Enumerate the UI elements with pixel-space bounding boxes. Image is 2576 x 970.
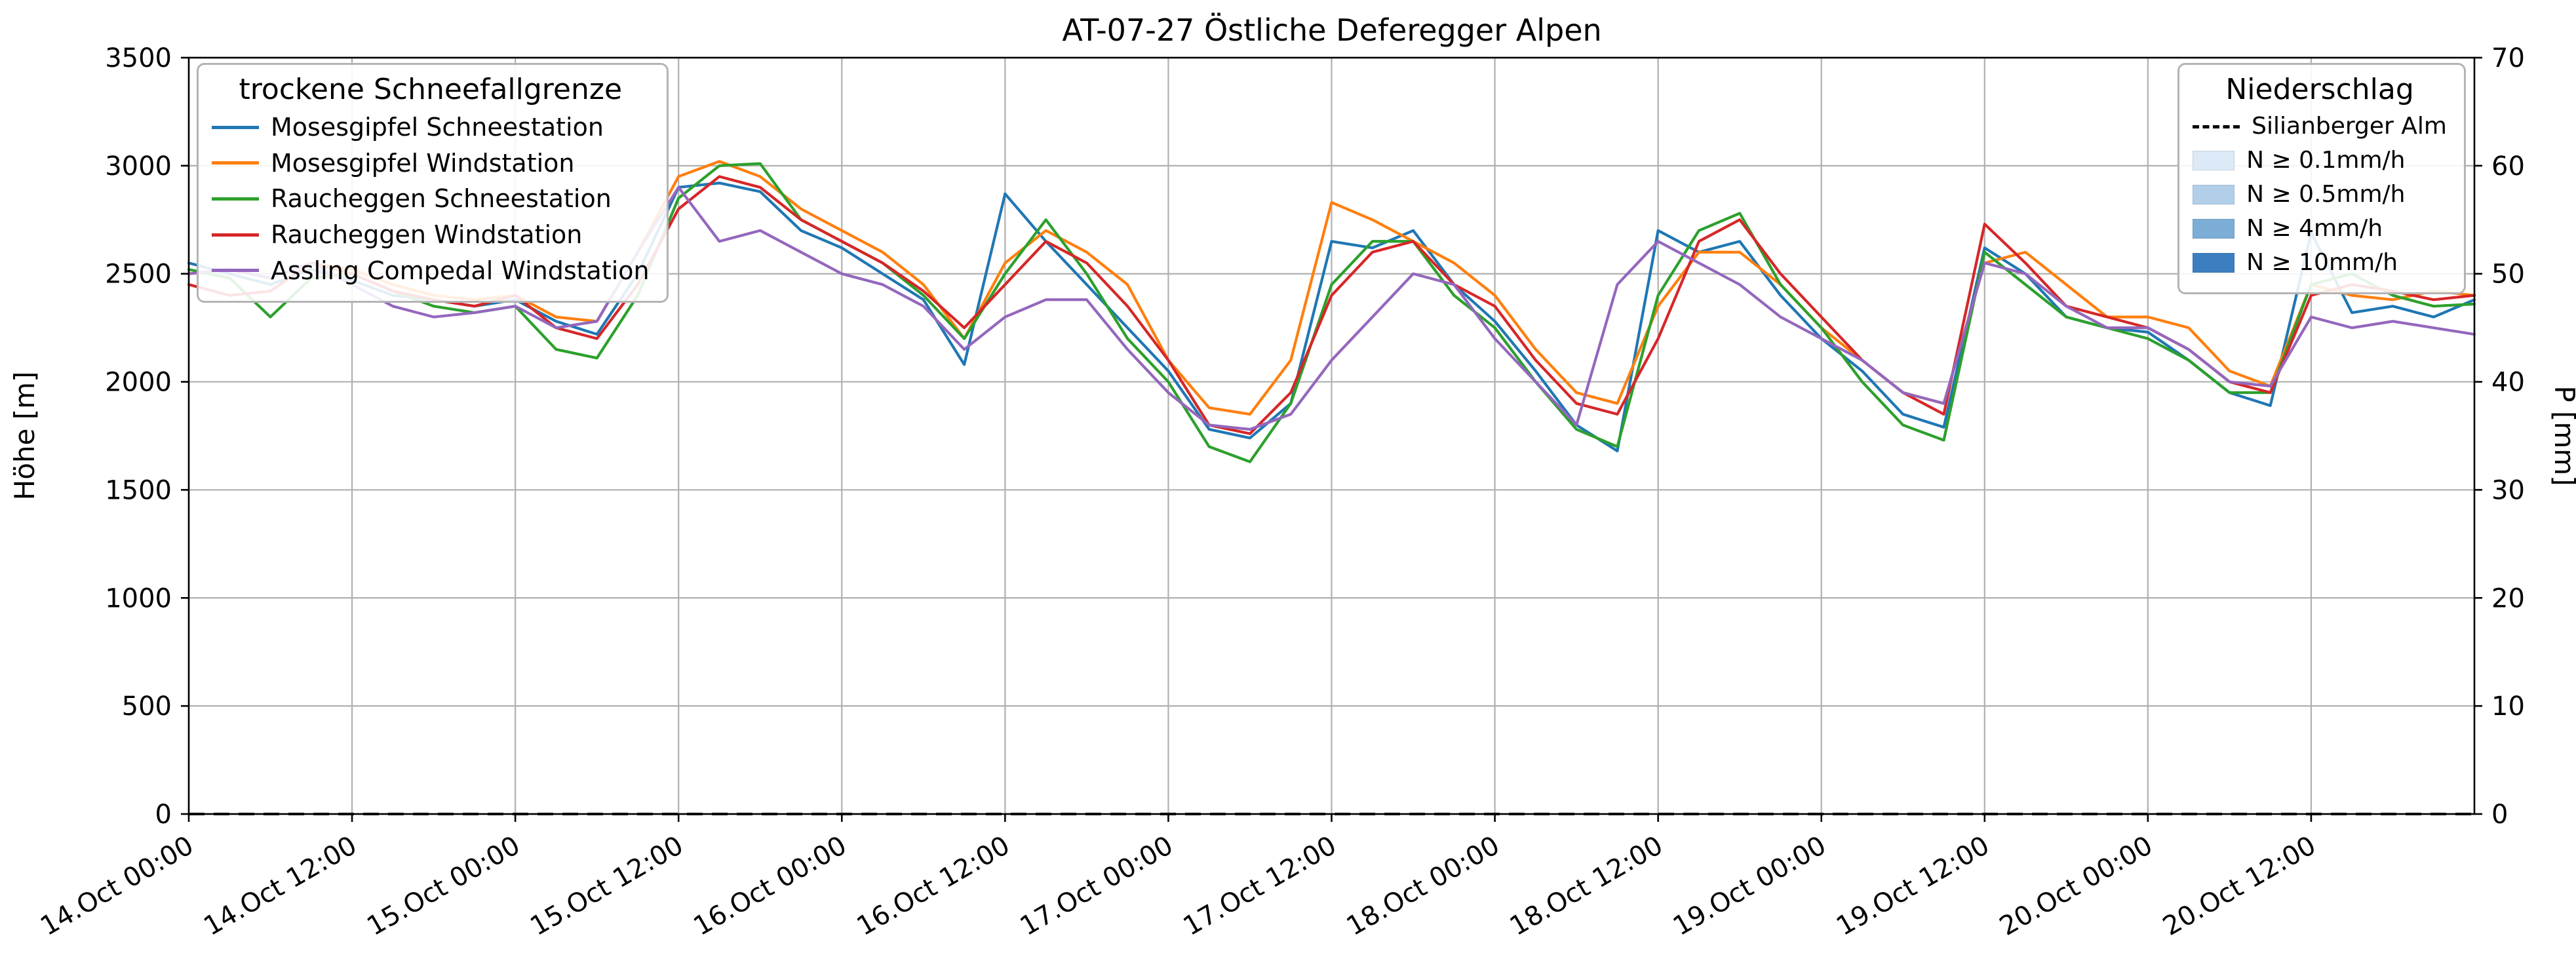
y-axis-label-right: P [mm] [2548, 385, 2576, 486]
chart-title: AT-07-27 Östliche Deferegger Alpen [1062, 12, 1601, 48]
legend-item-n-10mm-h: N ≥ 10mm/h [2193, 248, 2447, 278]
y-tick-label-right: 60 [2491, 151, 2525, 182]
legend-snowfall-limit-title: trockene Schneefallgrenze [239, 73, 623, 106]
y-tick-label-right: 30 [2491, 475, 2525, 505]
patch-swatch-icon [2193, 219, 2235, 239]
legend-item-raucheggen-schneestation: Raucheggen Schneestation [212, 183, 650, 215]
legend-item-n-4mm-h: N ≥ 4mm/h [2193, 214, 2447, 244]
legend-item-label: N ≥ 0.5mm/h [2246, 181, 2406, 208]
legend-item-label: Mosesgipfel Schneestation [271, 113, 604, 142]
legend-item-label: N ≥ 4mm/h [2246, 215, 2383, 242]
series-line-raucheggen-schneestation [187, 162, 2476, 463]
y-tick-label-right: 40 [2491, 368, 2525, 398]
series-line-mosesgipfel-windstation [187, 160, 2476, 416]
legend-item-mosesgipfel-windstation: Mosesgipfel Windstation [212, 147, 650, 180]
x-tick-label: 20.Oct 00:00 [1995, 830, 2158, 942]
legend-item-label: Raucheggen Schneestation [271, 184, 612, 214]
y-tick-label-right: 0 [2491, 800, 2508, 830]
line-swatch-icon [212, 233, 259, 237]
x-tick-label: 20.Oct 12:00 [2158, 830, 2321, 942]
y-tick-label-left: 1500 [105, 475, 172, 505]
legend-item-label: Raucheggen Windstation [271, 220, 583, 249]
y-tick-label-right: 20 [2491, 583, 2525, 613]
legend-item-label: N ≥ 0.1mm/h [2246, 147, 2406, 174]
legend-snowfall-limit: trockene Schneefallgrenze Mosesgipfel Sc… [197, 63, 669, 303]
y-tick-label-left: 1000 [105, 583, 172, 613]
x-tick-label: 14.Oct 12:00 [199, 830, 362, 942]
legend-item-raucheggen-windstation: Raucheggen Windstation [212, 219, 650, 251]
legend-item-assling-compedal-windstation: Assling Compedal Windstation [212, 255, 650, 287]
x-tick-label: 17.Oct 00:00 [1015, 830, 1179, 942]
patch-swatch-icon [2193, 151, 2235, 171]
y-tick-label-left: 500 [122, 691, 172, 722]
y-axis-label-left: Höhe [m] [9, 372, 41, 501]
y-tick-label-left: 0 [155, 800, 172, 830]
dashed-line-swatch-icon [2193, 125, 2240, 128]
line-swatch-icon [212, 269, 259, 273]
legend-item-silianberger-alm: Silianberger Alm [2193, 111, 2447, 142]
y-tick-label-right: 10 [2491, 691, 2525, 722]
x-tick-label: 18.Oct 12:00 [1505, 830, 1668, 942]
legend-item-label: N ≥ 10mm/h [2246, 249, 2398, 277]
x-tick-label: 19.Oct 00:00 [1668, 830, 1831, 942]
x-tick-label: 16.Oct 00:00 [688, 830, 851, 942]
patch-swatch-icon [2193, 185, 2235, 205]
legend-precipitation-items: Silianberger Alm N ≥ 0.1mm/h N ≥ 0.5mm/h N … [2193, 111, 2447, 278]
series-line-raucheggen-windstation [187, 175, 2476, 435]
line-swatch-icon [212, 197, 259, 201]
y-tick-label-left: 2000 [105, 368, 172, 398]
y-tick-label-left: 3500 [105, 43, 172, 73]
x-tick-label: 15.Oct 00:00 [362, 830, 525, 942]
legend-snowfall-limit-items: Mosesgipfel Schneestation Mosesgipfel Win… [212, 111, 650, 286]
line-swatch-icon [212, 125, 259, 129]
y-tick-label-right: 70 [2491, 43, 2525, 73]
legend-item-label: Mosesgipfel Windstation [271, 148, 575, 178]
x-tick-label: 18.Oct 00:00 [1342, 830, 1505, 942]
x-tick-label: 15.Oct 12:00 [525, 830, 688, 942]
x-tick-label: 16.Oct 12:00 [852, 830, 1015, 942]
y-tick-label-left: 2500 [105, 260, 172, 290]
series-line-assling-compedal-windstation [187, 185, 2476, 431]
legend-item-mosesgipfel-schneestation: Mosesgipfel Schneestation [212, 111, 650, 144]
legend-precipitation: Niederschlag Silianberger Alm N ≥ 0.1mm/h… [2177, 63, 2466, 295]
x-tick-label: 17.Oct 12:00 [1179, 830, 1342, 942]
line-swatch-icon [212, 161, 259, 165]
legend-item-label: Assling Compedal Windstation [271, 256, 650, 285]
legend-precipitation-title: Niederschlag [2225, 73, 2414, 106]
x-tick-label: 19.Oct 12:00 [1831, 830, 1995, 942]
legend-item-label: Silianberger Alm [2252, 113, 2447, 140]
legend-item-n-0.5mm-h: N ≥ 0.5mm/h [2193, 180, 2447, 210]
legend-item-n-0.1mm-h: N ≥ 0.1mm/h [2193, 146, 2447, 176]
y-tick-label-left: 3000 [105, 151, 172, 182]
patch-swatch-icon [2193, 253, 2235, 273]
x-tick-label: 14.Oct 00:00 [35, 830, 199, 942]
y-tick-label-right: 50 [2491, 260, 2525, 290]
series-layer [187, 160, 2476, 815]
